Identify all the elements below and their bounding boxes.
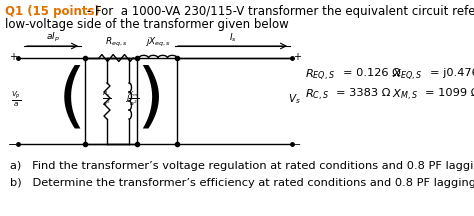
Text: $V_s$: $V_s$ [288, 92, 301, 106]
Text: = 3383 Ω: = 3383 Ω [336, 88, 391, 98]
Text: +: + [9, 52, 17, 62]
Text: (: ( [58, 65, 86, 133]
Text: Q1 (15 points): Q1 (15 points) [5, 5, 100, 18]
Text: $R_{C,S}$: $R_{C,S}$ [305, 88, 329, 103]
Text: $X_{M,S}$: $X_{M,S}$ [392, 88, 418, 103]
Text: $R_{eq,s}$: $R_{eq,s}$ [105, 36, 128, 49]
Text: $jX_{eq,s}$: $jX_{eq,s}$ [145, 36, 171, 49]
Text: = 1099 Ω: = 1099 Ω [425, 88, 474, 98]
Text: −: − [9, 140, 18, 150]
Text: +: + [293, 52, 301, 62]
Text: $\frac{R_c}{a^2}$: $\frac{R_c}{a^2}$ [102, 90, 111, 108]
Text: $R_{EQ,S}$: $R_{EQ,S}$ [305, 68, 335, 83]
Text: $\frac{V_p}{a}$: $\frac{V_p}{a}$ [11, 89, 21, 109]
Text: b)   Determine the transformer’s efficiency at rated conditions and 0.8 PF laggi: b) Determine the transformer’s efficienc… [10, 178, 474, 188]
Text: $aI_p$: $aI_p$ [46, 31, 59, 44]
Text: $I_s$: $I_s$ [228, 32, 237, 44]
Text: = 0.126 Ω: = 0.126 Ω [343, 68, 401, 78]
Text: ): ) [136, 65, 164, 133]
Text: −: − [293, 140, 301, 150]
Text: low-voltage side of the transformer given below: low-voltage side of the transformer give… [5, 18, 289, 31]
Text: $X_{EQ,S}$: $X_{EQ,S}$ [392, 68, 422, 83]
Text: - For  a 1000-VA 230/115-V transformer the equivalent circuit referred to the: - For a 1000-VA 230/115-V transformer th… [83, 5, 474, 18]
Text: a)   Find the transformer’s voltage regulation at rated conditions and 0.8 PF la: a) Find the transformer’s voltage regula… [10, 161, 474, 171]
Text: = j0.476 Ω: = j0.476 Ω [430, 68, 474, 78]
Text: $j\frac{X_m}{a^2}$: $j\frac{X_m}{a^2}$ [125, 90, 139, 108]
